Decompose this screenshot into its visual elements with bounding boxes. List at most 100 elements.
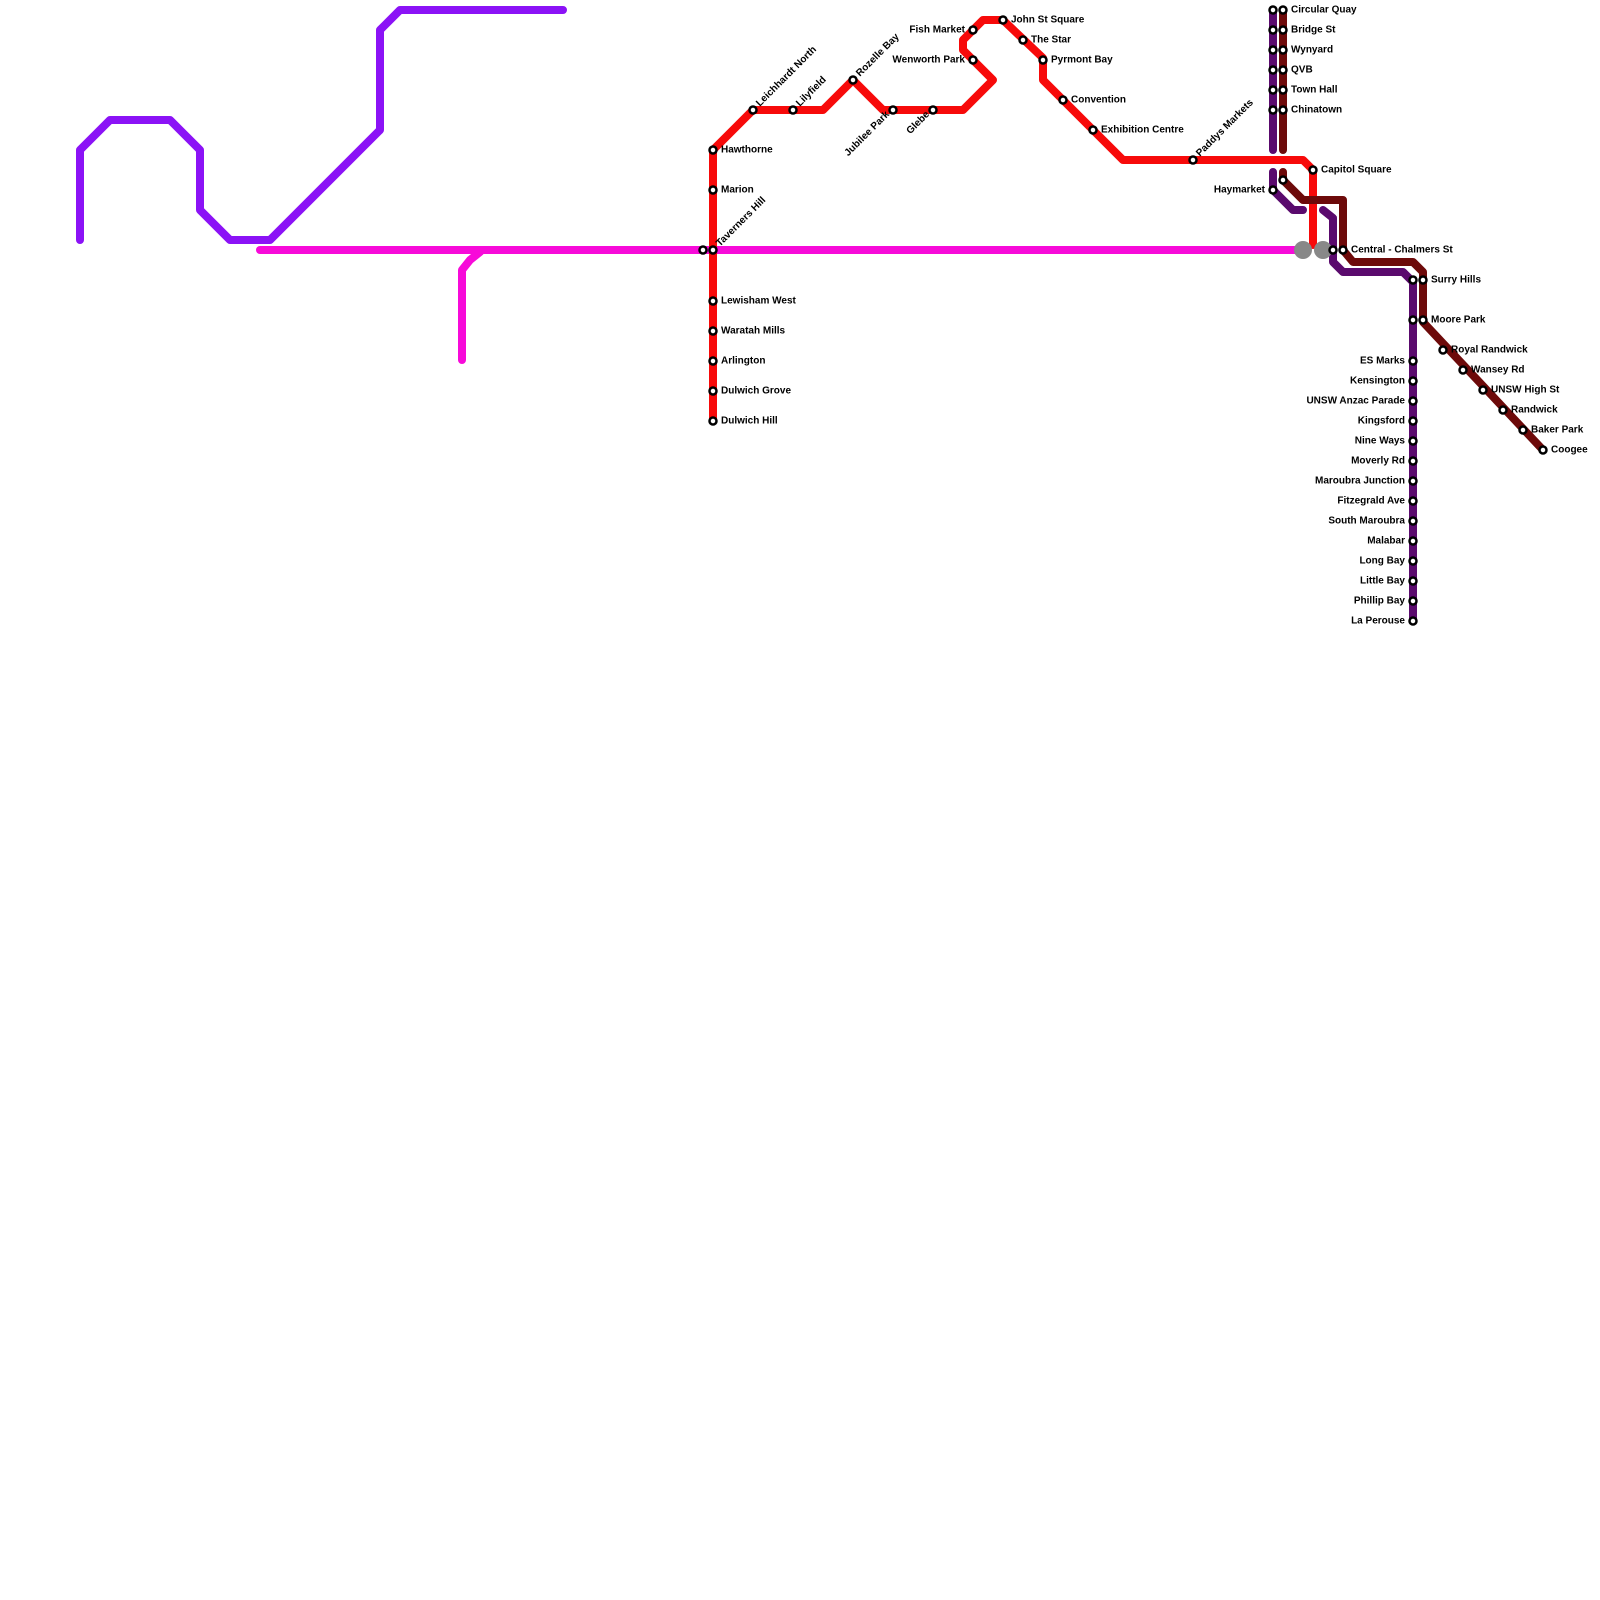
station-label: Malabar [1367, 536, 1405, 547]
station-label: Dulwich Hill [721, 416, 778, 427]
station-label: Moore Park [1431, 315, 1486, 326]
station-label: Kensington [1350, 376, 1405, 387]
station-label: Marion [721, 185, 754, 196]
station-dot [1018, 35, 1028, 45]
station-dot [1278, 25, 1288, 35]
station-dot [1408, 356, 1418, 366]
station-dot [1278, 105, 1288, 115]
station-dot [1418, 315, 1428, 325]
station-dot [1518, 425, 1528, 435]
station-label: Nine Ways [1355, 436, 1406, 447]
station-dot [1478, 385, 1488, 395]
station-label: Paddys Markets [1194, 97, 1256, 159]
red-line [709, 16, 1317, 425]
station-dot [888, 105, 898, 115]
station-dot [998, 15, 1008, 25]
station-label: Waratah Mills [721, 326, 786, 337]
station-label: Wenworth Park [892, 55, 965, 66]
station-label: Town Hall [1291, 85, 1338, 96]
station-dot [1268, 5, 1278, 15]
station-label: Chinatown [1291, 105, 1342, 116]
station-dot [1408, 275, 1418, 285]
station-dot [1408, 416, 1418, 426]
lines [76, 6, 1547, 625]
station-dot [928, 105, 938, 115]
station-dot [708, 386, 718, 396]
station-label: Bridge St [1291, 25, 1336, 36]
station-dot [1498, 405, 1508, 415]
station-dot [1088, 125, 1098, 135]
station-label: Convention [1071, 95, 1126, 106]
station-dot [1278, 175, 1288, 185]
station-label: Jubilee Park [843, 109, 893, 159]
station-dot [1438, 345, 1448, 355]
station-dot [708, 145, 718, 155]
violet-line [1269, 168, 1307, 214]
station-label: Haymarket [1214, 185, 1266, 196]
station-label: Phillip Bay [1354, 596, 1406, 607]
station-dot [788, 105, 798, 115]
station-label: Pyrmont Bay [1051, 55, 1113, 66]
station-dot [1268, 65, 1278, 75]
station-label: Maroubra Junction [1315, 476, 1405, 487]
station-dot [1268, 45, 1278, 55]
station-dot [1038, 55, 1048, 65]
station-dot [1278, 65, 1288, 75]
station-dot [1408, 456, 1418, 466]
station-label: Dulwich Grove [721, 386, 791, 397]
station-dot [1408, 616, 1418, 626]
station-label: Hawthorne [721, 145, 773, 156]
station-dot [1408, 496, 1418, 506]
station-dot [1268, 185, 1278, 195]
station-dot [1408, 516, 1418, 526]
station-label: John St Square [1011, 15, 1085, 26]
station-dot [1308, 165, 1318, 175]
station-dot [708, 356, 718, 366]
station-label: UNSW High St [1491, 385, 1560, 396]
station-label: Baker Park [1531, 425, 1584, 436]
station-label: Wansey Rd [1471, 365, 1525, 376]
station-label: Arlington [721, 356, 765, 367]
station-label: Fish Market [909, 25, 965, 36]
station-label: Surry Hills [1431, 275, 1481, 286]
station-dot [968, 55, 978, 65]
station-dot [1418, 275, 1428, 285]
station-dot [968, 25, 978, 35]
station-label: Fitzegrald Ave [1337, 496, 1405, 507]
station-dot [708, 326, 718, 336]
station-label: Taverners Hill [714, 195, 768, 249]
station-label: South Maroubra [1328, 516, 1405, 527]
station-dot [1278, 5, 1288, 15]
station-label: QVB [1291, 65, 1313, 76]
interchange [1314, 241, 1332, 259]
station-dot [1408, 576, 1418, 586]
station-dot [1328, 245, 1338, 255]
station-dot [708, 185, 718, 195]
station-dot [1278, 45, 1288, 55]
station-label: Central - Chalmers St [1351, 245, 1453, 256]
station-label: Little Bay [1360, 576, 1405, 587]
interchange [1294, 241, 1312, 259]
station-label: Exhibition Centre [1101, 125, 1184, 136]
station-dot [1408, 596, 1418, 606]
station-dot [1058, 95, 1068, 105]
station-dot [1408, 436, 1418, 446]
station-label: Royal Randwick [1451, 345, 1528, 356]
station-dot [748, 105, 758, 115]
station-dot [1408, 556, 1418, 566]
station-label: La Perouse [1351, 616, 1405, 627]
station-dot [1408, 476, 1418, 486]
maroon-line [1279, 168, 1547, 454]
station-label: Wynyard [1291, 45, 1333, 56]
station-label: Circular Quay [1291, 5, 1357, 16]
station-label: Capitol Square [1321, 165, 1392, 176]
station-dot [1268, 85, 1278, 95]
magenta-spur [458, 248, 484, 364]
station-label: Lewisham West [721, 296, 797, 307]
station-dot [1458, 365, 1468, 375]
station-dot [1408, 396, 1418, 406]
station-dot [708, 245, 718, 255]
station-dot [708, 296, 718, 306]
station-label: UNSW Anzac Parade [1306, 396, 1405, 407]
